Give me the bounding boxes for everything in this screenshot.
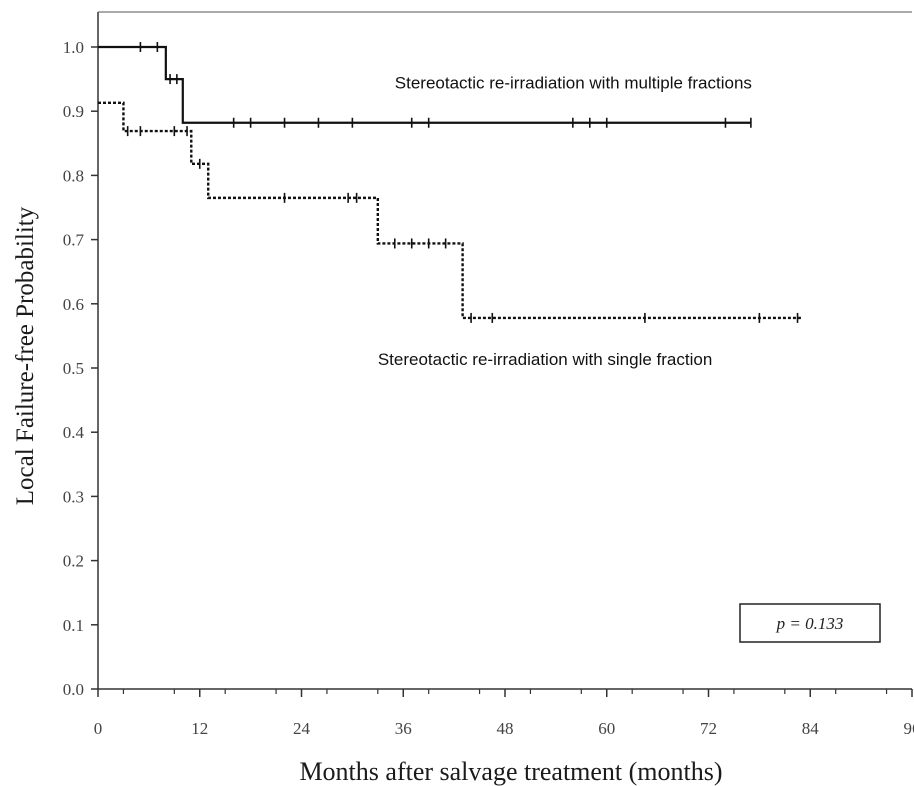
y-tick-label: 0.5 <box>63 359 84 378</box>
y-tick-label: 0.9 <box>63 102 84 121</box>
x-tick-label: 36 <box>395 719 412 738</box>
annotation-multiple-fractions: Stereotactic re-irradiation with multipl… <box>395 74 752 93</box>
x-tick-label: 96 <box>904 719 914 738</box>
y-tick-label: 0.2 <box>63 552 84 571</box>
p-value-box: p = 0.133 <box>739 603 881 643</box>
y-tick-label: 0.6 <box>63 295 84 314</box>
p-value-frame <box>739 603 881 643</box>
y-tick-label: 0.1 <box>63 616 84 635</box>
x-tick-label: 24 <box>293 719 311 738</box>
x-tick-label: 60 <box>598 719 615 738</box>
annotation-single-fraction: Stereotactic re-irradiation with single … <box>378 350 712 369</box>
y-tick-label: 0.8 <box>63 166 84 185</box>
series-layer <box>98 42 802 323</box>
y-tick-label: 0.7 <box>63 231 85 250</box>
series-2-curve <box>98 101 802 320</box>
x-tick-label: 12 <box>191 719 208 738</box>
y-tick-label: 0.4 <box>63 423 85 442</box>
x-tick-label: 0 <box>94 719 103 738</box>
axis-ticks: 0.0 0.1 0.2 0.3 0.4 0.5 0.6 0.7 0.8 0.9 1.0 0 12 24 36… <box>63 38 914 738</box>
y-axis-label: Local Failure-free Probability <box>12 206 39 505</box>
y-tick-label: 0.3 <box>63 487 84 506</box>
y-tick-label: 1.0 <box>63 38 84 57</box>
x-tick-label: 72 <box>700 719 717 738</box>
y-tick-label: 0.0 <box>63 680 84 699</box>
x-axis-label: Months after salvage treatment (months) <box>299 757 722 786</box>
x-tick-label: 84 <box>802 719 820 738</box>
x-tick-label: 48 <box>497 719 514 738</box>
p-value-label: p = 0.133 <box>776 614 844 633</box>
series-1-curve <box>98 45 751 124</box>
